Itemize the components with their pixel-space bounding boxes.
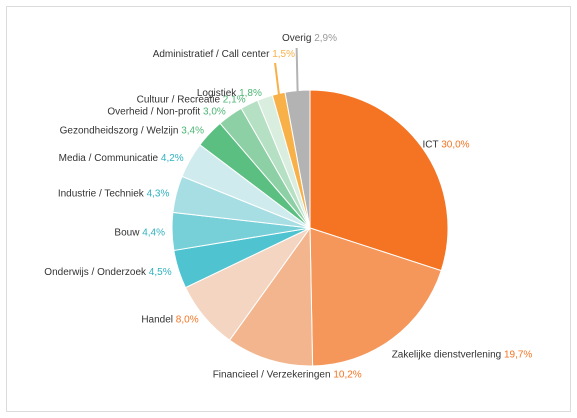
slice-label-value: 3,0% xyxy=(203,106,226,117)
slice-label-value: 1,8% xyxy=(239,88,262,99)
slice-label-onderwijs-onderzoek: Onderwijs / Onderzoek 4,5% xyxy=(44,267,171,278)
slice-label-value: 3,4% xyxy=(181,125,204,136)
slice-label-value: 2,1% xyxy=(223,95,246,106)
slice-label-cultuur-recreatie: Cultuur / Recreatie 2,1% xyxy=(137,95,246,106)
slice-label-financieel-verzekeringen: Financieel / Verzekeringen 10,2% xyxy=(213,370,362,381)
slice-label-name: Cultuur / Recreatie xyxy=(137,95,223,106)
slice-label-value: 10,2% xyxy=(333,370,361,381)
slice-label-value: 4,3% xyxy=(147,189,170,200)
slice-label-name: Media / Communicatie xyxy=(59,153,161,164)
slice-label-name: Onderwijs / Onderzoek xyxy=(44,267,149,278)
slice-label-bouw: Bouw 4,4% xyxy=(114,228,165,239)
slice-label-value: 4,2% xyxy=(161,153,184,164)
slice-label-value: 19,7% xyxy=(504,350,532,361)
slice-label-name: Zakelijke dienstverlening xyxy=(392,350,504,361)
slice-label-handel: Handel 8,0% xyxy=(141,315,198,326)
slice-label-industrie-techniek: Industrie / Techniek 4,3% xyxy=(58,189,170,200)
slice-label-zakelijke-dienstverlening: Zakelijke dienstverlening 19,7% xyxy=(392,350,533,361)
leader-lines xyxy=(274,47,299,96)
slice-label-name: Industrie / Techniek xyxy=(58,189,147,200)
slice-label-value: 4,4% xyxy=(142,228,165,239)
slice-label-overheid-non-profit: Overheid / Non-profit 3,0% xyxy=(107,106,226,117)
slice-label-ict: ICT 30,0% xyxy=(423,139,470,150)
slice-label-value: 8,0% xyxy=(176,315,199,326)
slice-label-logistiek: Logistiek 1,8% xyxy=(197,88,262,99)
pie-slice-financieel-verzekeringen xyxy=(228,226,314,367)
slice-label-name: Administratief / Call center xyxy=(153,49,273,60)
slice-label-value: 1,5% xyxy=(272,49,295,60)
slice-label-name: Gezondheidszorg / Welzijn xyxy=(60,125,182,136)
slice-label-value: 4,5% xyxy=(149,267,172,278)
slice-label-name: Handel xyxy=(141,315,175,326)
slice-label-administratief-call-center: Administratief / Call center 1,5% xyxy=(153,49,295,60)
leader-line-administratief-call-center xyxy=(274,62,281,96)
slice-label-name: Logistiek xyxy=(197,88,239,99)
slice-label-overig: Overig 2,9% xyxy=(282,33,337,44)
slice-label-name: Bouw xyxy=(114,228,142,239)
slice-label-name: Financieel / Verzekeringen xyxy=(213,370,334,381)
leader-line-overig xyxy=(295,47,299,93)
slice-label-name: ICT xyxy=(423,139,442,150)
slice-label-gezondheidszorg-welzijn: Gezondheidszorg / Welzijn 3,4% xyxy=(60,125,204,136)
slice-label-name: Overheid / Non-profit xyxy=(107,106,203,117)
slice-label-media-communicatie: Media / Communicatie 4,2% xyxy=(59,153,184,164)
pie-slices xyxy=(171,89,449,367)
pie-slice-ict xyxy=(309,89,449,272)
slice-label-value: 30,0% xyxy=(441,139,469,150)
slice-label-value: 2,9% xyxy=(314,33,337,44)
slice-label-name: Overig xyxy=(282,33,314,44)
pie-slice-zakelijke-dienstverlening xyxy=(309,227,442,367)
slice-labels: ICT 30,0% Zakelijke dienstverlening 19,7%… xyxy=(44,33,532,381)
